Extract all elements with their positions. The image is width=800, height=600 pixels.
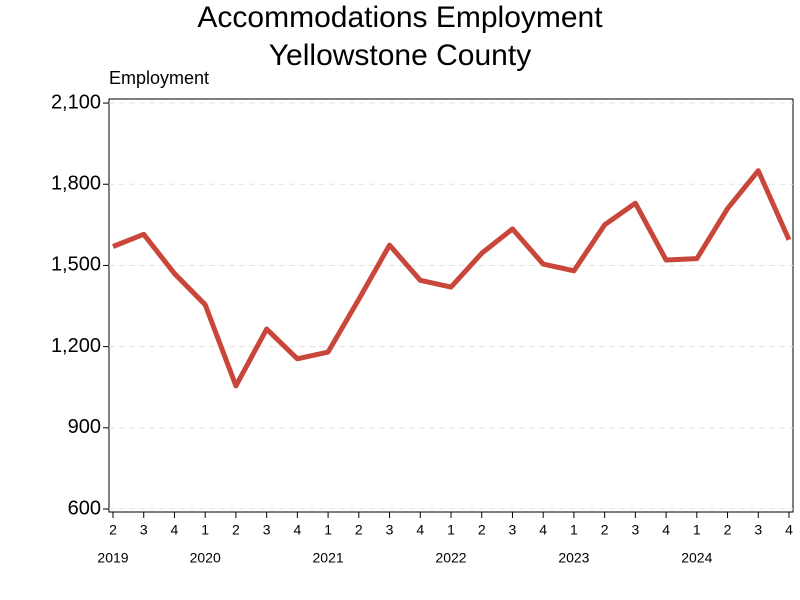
x-group-label: 2021 bbox=[313, 550, 344, 566]
y-axis-label: Employment bbox=[109, 68, 209, 88]
chart-title: Accommodations Employment bbox=[197, 1, 603, 34]
x-tick-label: 1 bbox=[693, 522, 701, 538]
x-tick-label: 4 bbox=[416, 522, 424, 538]
y-tick-label: 1,800 bbox=[51, 173, 101, 195]
line-series bbox=[112, 168, 792, 389]
x-tick-label: 3 bbox=[509, 522, 517, 538]
x-tick-label: 4 bbox=[785, 522, 793, 538]
x-tick-label: 4 bbox=[539, 522, 547, 538]
y-tick-label: 1,200 bbox=[51, 335, 101, 357]
y-tick-label: 900 bbox=[68, 416, 101, 438]
x-tick-label: 1 bbox=[201, 522, 209, 538]
x-tick-label: 3 bbox=[386, 522, 394, 538]
x-tick-label: 1 bbox=[570, 522, 578, 538]
x-tick-label: 4 bbox=[171, 522, 179, 538]
y-tick-label: 600 bbox=[68, 497, 101, 519]
x-group-label: 2020 bbox=[190, 550, 221, 566]
x-tick-label: 2 bbox=[355, 522, 363, 538]
x-tick-label: 1 bbox=[447, 522, 455, 538]
x-group-label: 2019 bbox=[97, 550, 128, 566]
x-tick-label: 3 bbox=[754, 522, 762, 538]
x-tick-label: 1 bbox=[324, 522, 332, 538]
plot-frame bbox=[108, 98, 794, 513]
x-tick-label: 2 bbox=[601, 522, 609, 538]
x-tick-label: 3 bbox=[140, 522, 148, 538]
x-group-label: 2023 bbox=[558, 550, 589, 566]
x-tick-label: 4 bbox=[293, 522, 301, 538]
x-group-label: 2024 bbox=[681, 550, 712, 566]
y-tick-label: 1,500 bbox=[51, 254, 101, 276]
x-group-label: 2022 bbox=[435, 550, 466, 566]
x-tick-label: 3 bbox=[631, 522, 639, 538]
x-tick-label: 2 bbox=[109, 522, 117, 538]
x-tick-label: 4 bbox=[662, 522, 670, 538]
x-tick-label: 2 bbox=[724, 522, 732, 538]
chart-subtitle: Yellowstone County bbox=[269, 39, 531, 72]
x-tick-label: 3 bbox=[263, 522, 271, 538]
x-tick-label: 2 bbox=[232, 522, 240, 538]
x-tick-label: 2 bbox=[478, 522, 486, 538]
y-tick-label: 2,100 bbox=[51, 91, 101, 113]
